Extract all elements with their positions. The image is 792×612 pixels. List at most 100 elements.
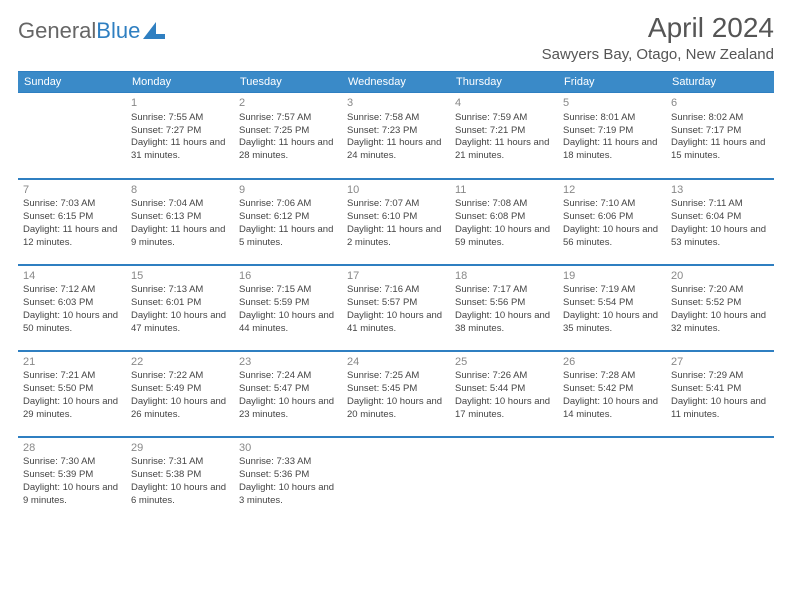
calendar-day-cell: 27Sunrise: 7:29 AMSunset: 5:41 PMDayligh… [666, 351, 774, 437]
sunset-text: Sunset: 7:17 PM [671, 125, 769, 138]
sunrise-text: Sunrise: 7:17 AM [455, 284, 553, 297]
sunset-text: Sunset: 5:36 PM [239, 469, 337, 482]
calendar-day-cell: 11Sunrise: 7:08 AMSunset: 6:08 PMDayligh… [450, 179, 558, 265]
day-number: 10 [347, 183, 445, 198]
calendar-day-cell [450, 437, 558, 523]
weekday-header: Saturday [666, 72, 774, 93]
calendar-week-row: 1Sunrise: 7:55 AMSunset: 7:27 PMDaylight… [18, 93, 774, 179]
sunset-text: Sunset: 5:42 PM [563, 383, 661, 396]
daylight-text: Daylight: 11 hours and 12 minutes. [23, 224, 121, 250]
daylight-text: Daylight: 10 hours and 50 minutes. [23, 310, 121, 336]
calendar-day-cell [558, 437, 666, 523]
day-number: 27 [671, 355, 769, 370]
sunrise-text: Sunrise: 7:07 AM [347, 198, 445, 211]
daylight-text: Daylight: 10 hours and 6 minutes. [131, 482, 229, 508]
daylight-text: Daylight: 10 hours and 29 minutes. [23, 396, 121, 422]
sunset-text: Sunset: 5:57 PM [347, 297, 445, 310]
day-number: 16 [239, 269, 337, 284]
daylight-text: Daylight: 11 hours and 18 minutes. [563, 137, 661, 163]
logo-word1: General [18, 18, 96, 44]
sunrise-text: Sunrise: 8:01 AM [563, 112, 661, 125]
day-number: 24 [347, 355, 445, 370]
calendar-day-cell [666, 437, 774, 523]
daylight-text: Daylight: 10 hours and 9 minutes. [23, 482, 121, 508]
sunrise-text: Sunrise: 7:16 AM [347, 284, 445, 297]
calendar-day-cell: 18Sunrise: 7:17 AMSunset: 5:56 PMDayligh… [450, 265, 558, 351]
sunset-text: Sunset: 7:27 PM [131, 125, 229, 138]
day-number: 8 [131, 183, 229, 198]
daylight-text: Daylight: 10 hours and 11 minutes. [671, 396, 769, 422]
day-number: 17 [347, 269, 445, 284]
daylight-text: Daylight: 11 hours and 31 minutes. [131, 137, 229, 163]
sunrise-text: Sunrise: 7:58 AM [347, 112, 445, 125]
day-number: 30 [239, 441, 337, 456]
sunset-text: Sunset: 5:41 PM [671, 383, 769, 396]
sunrise-text: Sunrise: 7:30 AM [23, 456, 121, 469]
page: GeneralBlue April 2024 Sawyers Bay, Otag… [0, 0, 792, 535]
daylight-text: Daylight: 10 hours and 38 minutes. [455, 310, 553, 336]
sunrise-text: Sunrise: 7:59 AM [455, 112, 553, 125]
day-number: 14 [23, 269, 121, 284]
sunset-text: Sunset: 7:25 PM [239, 125, 337, 138]
calendar-day-cell: 12Sunrise: 7:10 AMSunset: 6:06 PMDayligh… [558, 179, 666, 265]
sunrise-text: Sunrise: 7:28 AM [563, 370, 661, 383]
sunset-text: Sunset: 7:23 PM [347, 125, 445, 138]
sunrise-text: Sunrise: 7:20 AM [671, 284, 769, 297]
sunrise-text: Sunrise: 7:57 AM [239, 112, 337, 125]
day-number: 26 [563, 355, 661, 370]
day-number: 6 [671, 96, 769, 111]
sunset-text: Sunset: 5:45 PM [347, 383, 445, 396]
calendar-day-cell: 29Sunrise: 7:31 AMSunset: 5:38 PMDayligh… [126, 437, 234, 523]
daylight-text: Daylight: 11 hours and 28 minutes. [239, 137, 337, 163]
weekday-header: Tuesday [234, 72, 342, 93]
calendar-day-cell: 8Sunrise: 7:04 AMSunset: 6:13 PMDaylight… [126, 179, 234, 265]
calendar-day-cell: 7Sunrise: 7:03 AMSunset: 6:15 PMDaylight… [18, 179, 126, 265]
sunrise-text: Sunrise: 7:11 AM [671, 198, 769, 211]
day-number: 29 [131, 441, 229, 456]
weekday-header: Sunday [18, 72, 126, 93]
header: GeneralBlue April 2024 Sawyers Bay, Otag… [18, 12, 774, 63]
daylight-text: Daylight: 10 hours and 26 minutes. [131, 396, 229, 422]
calendar-table: Sunday Monday Tuesday Wednesday Thursday… [18, 71, 774, 523]
sunrise-text: Sunrise: 7:22 AM [131, 370, 229, 383]
daylight-text: Daylight: 10 hours and 56 minutes. [563, 224, 661, 250]
day-number: 9 [239, 183, 337, 198]
weekday-header: Friday [558, 72, 666, 93]
calendar-day-cell: 19Sunrise: 7:19 AMSunset: 5:54 PMDayligh… [558, 265, 666, 351]
daylight-text: Daylight: 10 hours and 32 minutes. [671, 310, 769, 336]
sunset-text: Sunset: 5:49 PM [131, 383, 229, 396]
sunset-text: Sunset: 6:03 PM [23, 297, 121, 310]
calendar-day-cell: 6Sunrise: 8:02 AMSunset: 7:17 PMDaylight… [666, 93, 774, 179]
sunrise-text: Sunrise: 7:19 AM [563, 284, 661, 297]
daylight-text: Daylight: 10 hours and 53 minutes. [671, 224, 769, 250]
sunrise-text: Sunrise: 7:08 AM [455, 198, 553, 211]
sunset-text: Sunset: 7:21 PM [455, 125, 553, 138]
sunrise-text: Sunrise: 7:06 AM [239, 198, 337, 211]
daylight-text: Daylight: 11 hours and 24 minutes. [347, 137, 445, 163]
month-title: April 2024 [542, 12, 774, 44]
sunrise-text: Sunrise: 7:04 AM [131, 198, 229, 211]
day-number: 3 [347, 96, 445, 111]
calendar-day-cell: 26Sunrise: 7:28 AMSunset: 5:42 PMDayligh… [558, 351, 666, 437]
calendar-day-cell: 17Sunrise: 7:16 AMSunset: 5:57 PMDayligh… [342, 265, 450, 351]
daylight-text: Daylight: 10 hours and 20 minutes. [347, 396, 445, 422]
sunrise-text: Sunrise: 7:13 AM [131, 284, 229, 297]
calendar-day-cell: 9Sunrise: 7:06 AMSunset: 6:12 PMDaylight… [234, 179, 342, 265]
day-number: 12 [563, 183, 661, 198]
day-number: 11 [455, 183, 553, 198]
sunset-text: Sunset: 6:15 PM [23, 211, 121, 224]
calendar-day-cell: 24Sunrise: 7:25 AMSunset: 5:45 PMDayligh… [342, 351, 450, 437]
calendar-week-row: 14Sunrise: 7:12 AMSunset: 6:03 PMDayligh… [18, 265, 774, 351]
daylight-text: Daylight: 11 hours and 2 minutes. [347, 224, 445, 250]
sunrise-text: Sunrise: 7:21 AM [23, 370, 121, 383]
day-number: 1 [131, 96, 229, 111]
daylight-text: Daylight: 10 hours and 3 minutes. [239, 482, 337, 508]
day-number: 21 [23, 355, 121, 370]
daylight-text: Daylight: 10 hours and 59 minutes. [455, 224, 553, 250]
day-number: 15 [131, 269, 229, 284]
sunrise-text: Sunrise: 7:12 AM [23, 284, 121, 297]
sunset-text: Sunset: 5:50 PM [23, 383, 121, 396]
daylight-text: Daylight: 11 hours and 5 minutes. [239, 224, 337, 250]
weekday-header: Thursday [450, 72, 558, 93]
sunset-text: Sunset: 5:38 PM [131, 469, 229, 482]
